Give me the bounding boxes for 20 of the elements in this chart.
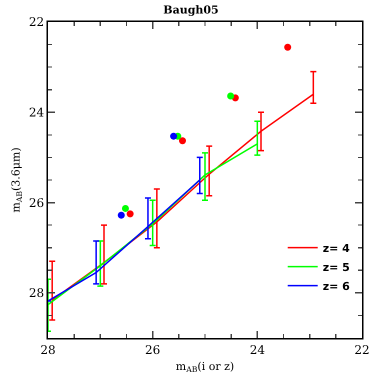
x-tick-label: 24	[250, 342, 266, 357]
point	[227, 92, 234, 100]
legend-label: z= 6	[322, 280, 350, 293]
point	[170, 132, 178, 140]
y-tick-label: 28	[28, 286, 44, 300]
point	[126, 210, 134, 218]
x-axis-title: m$_{AB}$(i or z)	[176, 360, 234, 374]
x-tick-label: 28	[40, 342, 56, 357]
point	[122, 204, 129, 212]
x-tick-label: 22	[354, 342, 370, 357]
y-tick-label: 24	[28, 105, 44, 120]
point	[179, 137, 186, 144]
x-tick-label: 26	[145, 342, 160, 357]
y-tick-label: 26	[28, 196, 44, 210]
chart-title: Baugh05	[163, 3, 219, 16]
legend-label: z= 4	[322, 242, 350, 255]
point	[118, 212, 125, 219]
y-tick-label: 22	[28, 15, 44, 30]
point	[284, 44, 292, 51]
legend-label: z= 5	[322, 260, 350, 274]
